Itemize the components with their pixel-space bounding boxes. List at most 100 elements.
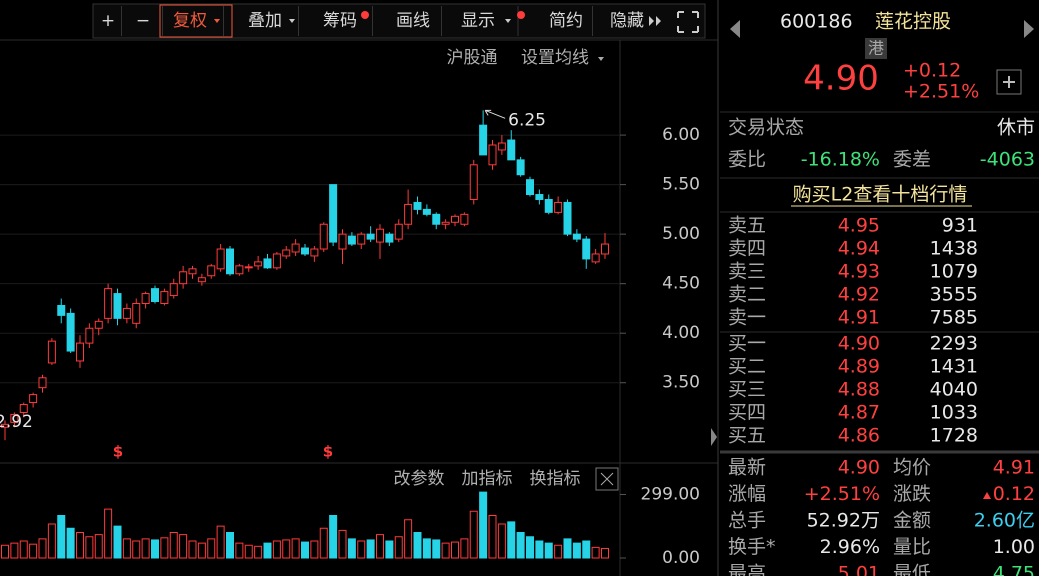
toolbar-button[interactable]: 复权 — [173, 11, 207, 31]
candle-body — [244, 266, 253, 269]
level-label: 买四 — [728, 402, 766, 424]
volume-bar — [104, 508, 113, 559]
candle-body — [441, 221, 450, 225]
candle-body — [122, 307, 131, 319]
candle-body — [10, 413, 19, 423]
volume-bar — [207, 538, 216, 559]
volume-bar — [94, 534, 103, 559]
chart-link[interactable]: 设置均线 — [521, 48, 589, 68]
next-stock[interactable] — [1024, 20, 1034, 38]
candle-body — [563, 201, 572, 235]
stock-code: 600186 — [780, 11, 853, 33]
toolbar-button[interactable]: 隐藏 — [610, 11, 644, 31]
volume-bar — [188, 540, 197, 559]
level-volume: 1079 — [930, 261, 978, 283]
indicator-button[interactable]: 换指标 — [530, 469, 581, 489]
candle-body — [451, 215, 459, 223]
level-volume: 2293 — [930, 333, 978, 355]
add-button[interactable] — [996, 69, 1022, 95]
level-price: 4.91 — [838, 307, 880, 329]
stat-label: 均价 — [893, 457, 931, 479]
indicator-button[interactable]: 改参数 — [394, 469, 445, 489]
level-volume: 1033 — [930, 402, 978, 424]
volume-bar — [563, 538, 572, 559]
level-price: 4.95 — [838, 215, 880, 237]
volume-bar — [554, 544, 563, 559]
volume-bar — [432, 539, 441, 559]
candle-body — [263, 258, 272, 269]
candle-body — [104, 288, 113, 319]
expand-arrows — [649, 16, 661, 26]
level-price: 4.88 — [838, 379, 880, 401]
volume-bar — [469, 510, 478, 559]
toolbar-button[interactable]: 显示 — [461, 11, 495, 31]
volume-bar — [216, 525, 225, 559]
candle-body — [413, 201, 422, 210]
dropdown-arrow — [289, 19, 295, 23]
high-pointer — [484, 109, 506, 119]
candle-body — [197, 277, 206, 283]
toolbar-button[interactable]: 简约 — [549, 11, 583, 31]
volume-bar — [169, 532, 178, 559]
active-button-border — [159, 4, 233, 38]
volume-bar — [357, 540, 366, 559]
volume-bar — [441, 542, 450, 559]
volume-bar — [160, 537, 169, 559]
price-change-pct: +2.51% — [903, 81, 979, 103]
candle-body — [301, 247, 309, 255]
candle-body — [272, 253, 281, 269]
volume-bar — [263, 542, 272, 559]
last-price: 4.90 — [803, 59, 879, 99]
close-indicator[interactable] — [595, 467, 619, 491]
status-label: 交易状态 — [728, 117, 804, 139]
candle-body — [132, 302, 141, 324]
candle-body — [554, 201, 563, 213]
candle-body — [516, 159, 525, 176]
level-volume: 1431 — [930, 356, 978, 378]
candle-body — [394, 223, 403, 240]
indicator-button[interactable]: 加指标 — [462, 469, 513, 489]
stat-label: 换手* — [728, 536, 776, 558]
price-change: +0.12 — [903, 60, 961, 82]
toolbar-button[interactable]: 叠加 — [248, 11, 282, 31]
chart-link[interactable]: 沪股通 — [447, 48, 498, 68]
level-price: 4.92 — [838, 284, 880, 306]
volume-bar — [385, 540, 394, 559]
candle-body — [319, 223, 328, 250]
level-label: 卖一 — [728, 307, 766, 329]
y-tick-label: 4.50 — [662, 274, 700, 294]
level-label: 买三 — [728, 379, 766, 401]
toolbar-button[interactable]: 筹码 — [323, 11, 357, 31]
candle-body — [310, 248, 319, 257]
volume-bar — [272, 540, 281, 559]
candle-body — [235, 265, 244, 275]
candle-body — [347, 235, 356, 245]
volume-bar — [526, 536, 534, 559]
stat-label: 涨幅 — [728, 483, 766, 505]
stat-value: +2.51% — [804, 483, 880, 505]
candle-body — [488, 144, 497, 166]
toolbar-button[interactable]: 画线 — [396, 11, 430, 31]
stat-value: 5.01 — [838, 563, 880, 576]
candle-body — [226, 248, 234, 275]
candle-body — [479, 124, 488, 156]
l2-link[interactable]: 购买L2查看十档行情 — [793, 184, 968, 206]
fullscreen-icon[interactable] — [677, 11, 699, 33]
toolbar-button[interactable]: − — [136, 11, 150, 31]
candle-body — [376, 228, 384, 243]
stat-label: 最新 — [728, 457, 766, 479]
y-tick-label: 0.00 — [662, 548, 700, 568]
toolbar-button[interactable]: + — [101, 11, 115, 31]
volume-bar — [535, 540, 544, 559]
prev-stock[interactable] — [730, 20, 740, 38]
stat-value: 1.00 — [993, 536, 1035, 558]
stat-value: 0.12 — [993, 483, 1035, 505]
volume-bar — [38, 538, 47, 559]
candle-body — [572, 233, 581, 240]
candle-body — [76, 342, 84, 362]
notice-dot — [517, 11, 525, 19]
candle-body — [601, 243, 609, 255]
collapse-handle[interactable] — [711, 428, 717, 446]
candle-body — [535, 194, 544, 200]
